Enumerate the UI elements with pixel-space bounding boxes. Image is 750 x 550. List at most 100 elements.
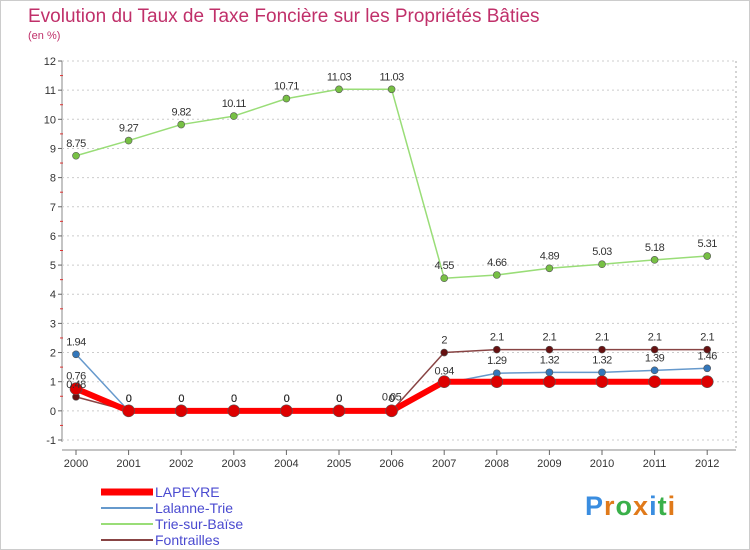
data-point: [595, 375, 609, 388]
x-tick-label: 2004: [274, 458, 298, 470]
data-label: 2.1: [700, 332, 714, 344]
data-label: 0: [284, 393, 290, 405]
data-label: 0.94: [434, 365, 454, 377]
data-point: [545, 264, 554, 273]
chart-title: Evolution du Taux de Taxe Foncière sur l…: [28, 6, 540, 27]
y-tick-label: -1: [46, 435, 56, 447]
data-label: 0: [231, 393, 237, 405]
data-point: [703, 252, 712, 260]
logo-letter: r: [604, 491, 616, 521]
data-point: [703, 364, 712, 373]
y-tick-label: 5: [50, 260, 56, 272]
data-label: 2.1: [648, 332, 662, 344]
data-label: 8.75: [66, 138, 86, 150]
data-point: [650, 345, 659, 354]
data-label: 1.94: [66, 336, 86, 348]
data-label: 0: [126, 393, 132, 405]
data-point: [177, 120, 185, 129]
data-point: [385, 404, 398, 418]
x-tick-label: 2002: [169, 458, 193, 470]
data-label: 4.89: [540, 250, 560, 262]
data-label: 10.11: [222, 98, 247, 110]
data-point: [492, 271, 501, 279]
y-tick-label: 0: [50, 406, 56, 418]
data-label: 11.03: [379, 71, 404, 83]
data-label: 0: [231, 393, 237, 405]
data-point: [598, 368, 606, 377]
x-tick-label: 2010: [590, 458, 614, 470]
x-tick-label: 2006: [379, 458, 403, 470]
data-point: [650, 366, 659, 375]
data-label: 5.31: [697, 238, 717, 250]
data-label: 1.39: [645, 352, 665, 364]
data-point: [72, 151, 80, 160]
data-label: 1.32: [592, 354, 612, 366]
y-tick-label: 12: [44, 56, 56, 68]
data-point: [598, 345, 606, 354]
data-label: 0: [126, 393, 132, 405]
data-label: 1.32: [540, 354, 560, 366]
data-point: [700, 375, 714, 388]
data-label: 2: [441, 335, 447, 347]
x-tick-label: 2012: [695, 458, 719, 470]
data-label: 0: [284, 393, 290, 405]
logo-letter: P: [585, 491, 605, 521]
y-tick-label: 8: [50, 173, 56, 185]
data-point: [332, 404, 346, 418]
data-label: 0: [389, 393, 395, 405]
data-point: [648, 375, 661, 388]
data-label: 0: [336, 393, 342, 405]
data-label: 0: [178, 393, 184, 405]
x-tick-label: 2005: [327, 458, 351, 470]
data-point: [280, 404, 293, 418]
x-tick-label: 2008: [485, 458, 509, 470]
data-label: 2.1: [490, 332, 504, 344]
data-label: 0.76: [66, 371, 86, 383]
x-tick-label: 2009: [537, 458, 561, 470]
data-label: 5.18: [645, 242, 665, 254]
logo-letter: i: [667, 491, 677, 521]
y-tick-label: 1: [50, 377, 56, 389]
data-label: 10.71: [274, 81, 299, 93]
legend-label: Trie-sur-Baïse: [155, 516, 243, 532]
y-tick-label: 10: [44, 114, 56, 126]
y-tick-label: 11: [45, 85, 56, 97]
data-label: 0: [231, 393, 237, 405]
series-lines: [74, 88, 708, 414]
data-point: [174, 404, 188, 418]
data-label: 1.29: [487, 355, 507, 367]
legend-label: Fontrailles: [155, 532, 220, 548]
data-label: 0: [284, 393, 290, 405]
data-point: [122, 404, 135, 418]
data-label: 0: [336, 393, 342, 405]
data-label: 5.03: [592, 246, 612, 258]
data-point: [69, 382, 83, 395]
legend-label: LAPEYRE: [155, 484, 220, 500]
data-point: [440, 348, 449, 357]
data-label: 0: [336, 393, 342, 405]
data-point: [124, 136, 133, 145]
data-label: 4.55: [434, 260, 454, 272]
data-label: 2.1: [595, 332, 609, 344]
legend-label: Lalanne-Trie: [155, 500, 233, 516]
logo-letter: i: [649, 491, 658, 521]
data-point: [387, 85, 396, 94]
data-label: 0.05: [382, 391, 402, 403]
logo-letter: o: [615, 491, 634, 521]
data-point: [650, 256, 659, 264]
y-tick-label: 9: [50, 143, 56, 155]
data-point: [598, 260, 606, 269]
y-tick-label: 6: [50, 231, 56, 243]
series-points: [69, 85, 714, 418]
legend: LAPEYRELalanne-TrieTrie-sur-BaïseFontrai…: [101, 484, 243, 548]
data-point: [282, 94, 291, 103]
data-point: [545, 368, 554, 377]
data-label: 9.82: [171, 107, 191, 119]
data-label: 4.66: [487, 257, 507, 269]
data-label: 0.48: [66, 379, 86, 391]
x-tick-label: 2001: [116, 458, 140, 470]
data-label: 0: [178, 393, 184, 405]
